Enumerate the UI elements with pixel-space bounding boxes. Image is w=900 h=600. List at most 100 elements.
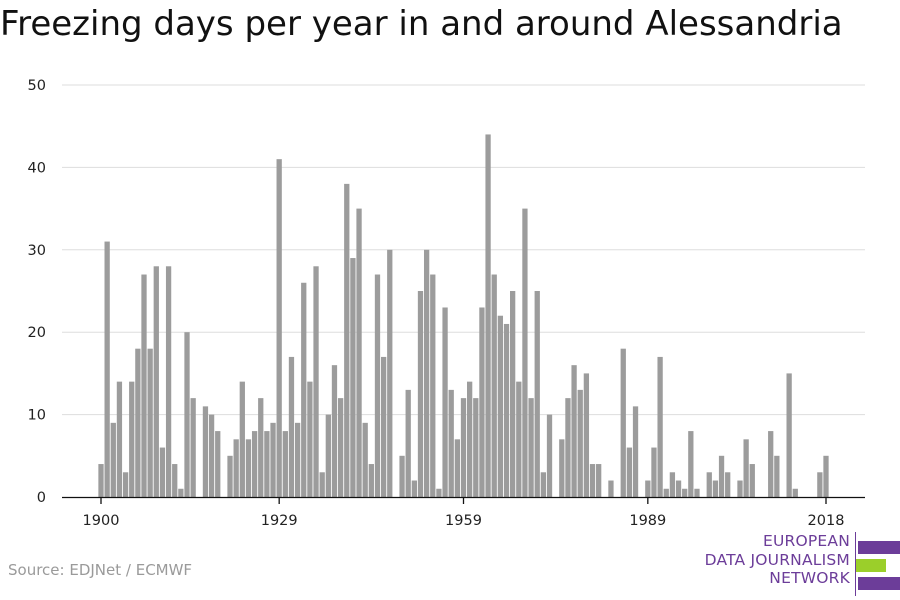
y-tick-label-20: 20 — [28, 325, 46, 341]
bar-1976 — [565, 398, 571, 497]
bar-1923 — [239, 381, 245, 497]
x-tick-label-1929: 1929 — [261, 513, 298, 529]
source-note: Source: EDJNet / ECMWF — [8, 561, 193, 579]
bar-1933 — [301, 282, 307, 497]
bar-2012 — [786, 373, 792, 497]
bar-2002 — [725, 472, 731, 497]
x-tick-label-2018: 2018 — [808, 513, 845, 529]
bar-1992 — [663, 488, 669, 497]
bar-1955 — [436, 488, 442, 497]
logo-bar-purple-bottom — [858, 577, 900, 590]
bar-2009 — [768, 431, 774, 497]
bar-1960 — [467, 381, 473, 497]
bar-1919 — [215, 431, 221, 497]
bar-1993 — [669, 472, 676, 497]
bar-1944 — [368, 464, 374, 497]
bar-1959 — [460, 398, 467, 497]
y-tick-label-0: 0 — [37, 490, 46, 506]
bar-1970 — [528, 398, 534, 497]
logo-line-1: EUROPEAN — [762, 532, 850, 550]
bar-1973 — [546, 414, 553, 497]
bar-1900 — [98, 464, 104, 497]
bar-1946 — [380, 356, 387, 497]
bar-1962 — [479, 307, 485, 497]
bar-1910 — [159, 447, 166, 497]
bar-1964 — [491, 274, 497, 497]
bar-1924 — [245, 439, 252, 497]
bar-1947 — [387, 249, 393, 497]
bar-1945 — [374, 274, 381, 497]
bar-1989 — [645, 480, 651, 497]
bar-1949 — [399, 455, 405, 497]
bar-1978 — [577, 389, 583, 497]
bar-1937 — [325, 414, 331, 497]
bar-2005 — [743, 439, 749, 497]
bar-1951 — [411, 480, 417, 497]
bar-1904 — [122, 472, 129, 497]
bar-1979 — [583, 373, 590, 497]
bar-1956 — [442, 307, 448, 497]
y-tick-label-30: 30 — [28, 243, 46, 259]
bar-2004 — [737, 480, 743, 497]
logo-line-3: NETWORK — [769, 569, 850, 587]
bar-1917 — [202, 406, 209, 497]
bar-1940 — [344, 183, 350, 497]
bar-2001 — [718, 455, 725, 497]
y-tick-label-50: 50 — [28, 78, 46, 94]
x-tick-label-1959: 1959 — [445, 513, 482, 529]
bar-1994 — [675, 480, 682, 497]
bar-1901 — [104, 241, 110, 497]
bar-1918 — [208, 414, 215, 497]
bar-1914 — [184, 332, 190, 497]
x-tick-label-1900: 1900 — [83, 513, 120, 529]
bar-1963 — [485, 134, 491, 497]
bar-1909 — [153, 266, 159, 497]
logo-line-2: DATA JOURNALISM — [704, 550, 850, 569]
y-tick-label-40: 40 — [28, 160, 46, 176]
bar-1925 — [251, 431, 258, 497]
bar-1931 — [288, 356, 295, 497]
bar-1975 — [559, 439, 565, 497]
bar-1915 — [190, 398, 196, 497]
bar-1961 — [473, 398, 479, 497]
y-tick-label-10: 10 — [28, 408, 46, 424]
logo-text: EUROPEAN DATA JOURNALISM NETWORK — [705, 532, 850, 588]
bar-1983 — [608, 480, 614, 497]
bar-1905 — [129, 381, 135, 497]
bar-1991 — [657, 356, 663, 497]
bar-2018 — [823, 455, 829, 497]
edjnet-logo: EUROPEAN DATA JOURNALISM NETWORK — [700, 532, 900, 596]
bar-1971 — [534, 291, 540, 497]
bar-1911 — [165, 266, 172, 497]
bar-1927 — [264, 431, 270, 497]
bar-1966 — [503, 323, 510, 497]
bar-1987 — [632, 406, 639, 497]
bar-1939 — [337, 398, 344, 497]
bar-1928 — [270, 422, 276, 497]
bar-1995 — [682, 488, 688, 497]
bar-1902 — [110, 422, 116, 497]
logo-bar-purple-top — [858, 541, 900, 554]
bar-1943 — [362, 422, 368, 497]
bar-1980 — [589, 464, 596, 497]
bar-1942 — [356, 208, 362, 497]
bar-1903 — [116, 381, 123, 497]
bar-1996 — [688, 431, 694, 497]
logo-rule — [855, 532, 856, 596]
bar-1926 — [258, 398, 264, 497]
bar-1906 — [135, 348, 141, 497]
bar-1968 — [516, 381, 522, 497]
bar-1938 — [331, 365, 338, 497]
bar-1934 — [307, 381, 313, 497]
bar-1921 — [227, 455, 233, 497]
bar-2017 — [817, 472, 823, 497]
bar-1950 — [405, 389, 411, 497]
bar-1922 — [233, 439, 239, 497]
bar-1932 — [294, 422, 301, 497]
bar-1986 — [626, 447, 633, 497]
bar-1985 — [620, 348, 626, 497]
bar-1969 — [522, 208, 528, 497]
bar-1912 — [172, 464, 178, 497]
bar-1977 — [571, 365, 577, 497]
bar-1957 — [448, 389, 454, 497]
